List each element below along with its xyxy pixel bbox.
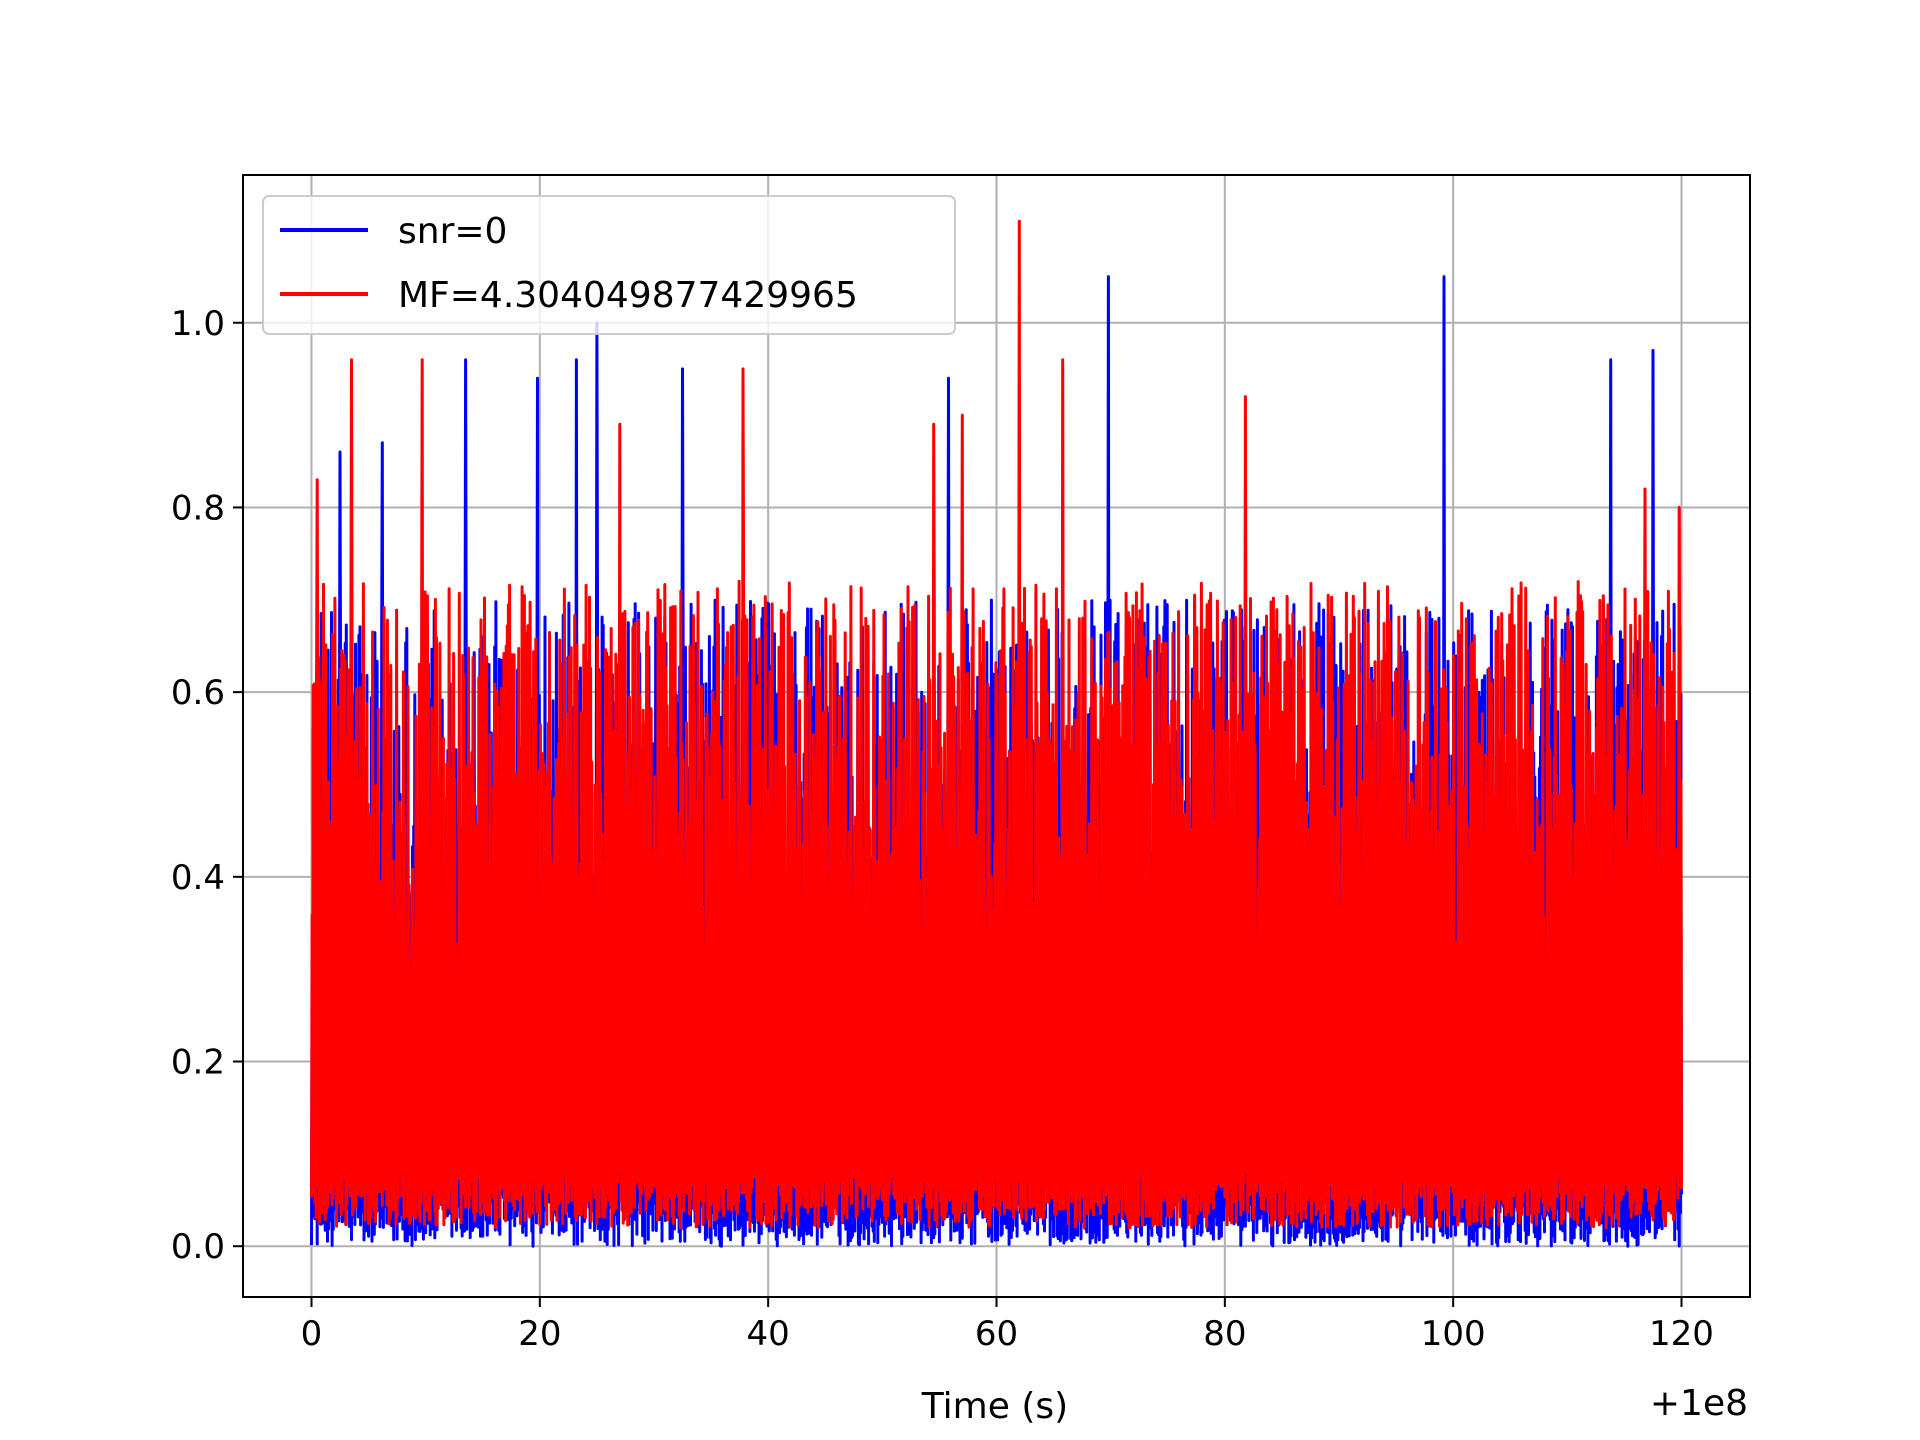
- y-tick-label: 1.0: [171, 304, 225, 344]
- x-tick-label: 120: [1649, 1314, 1714, 1354]
- x-tick-label: 40: [747, 1314, 790, 1354]
- series-line-1: [310, 219, 1683, 1230]
- y-tick-label: 0.4: [171, 858, 225, 898]
- y-tick-label: 0.2: [171, 1043, 225, 1083]
- y-axis: 0.0 0.2 0.4 0.6 0.8 1.0: [171, 304, 243, 1267]
- x-tick-label: 80: [1203, 1314, 1246, 1354]
- legend-label-mf: MF=4.304049877429965: [398, 275, 858, 316]
- legend: snr=0 MF=4.304049877429965: [262, 195, 956, 335]
- legend-box: [262, 195, 956, 335]
- y-tick-label: 0.0: [171, 1227, 225, 1267]
- y-tick-label: 0.6: [171, 673, 225, 713]
- x-tick-label: 60: [975, 1314, 1018, 1354]
- x-axis-label: Time (s): [921, 1386, 1068, 1427]
- x-axis: 0 20 40 60 80 100 120: [301, 1297, 1714, 1354]
- series-layer: [310, 219, 1683, 1248]
- x-tick-label: 20: [518, 1314, 561, 1354]
- y-tick-label: 0.8: [171, 488, 225, 528]
- legend-label-snr: snr=0: [398, 211, 507, 252]
- x-tick-label: 0: [301, 1314, 323, 1354]
- x-tick-label: 100: [1421, 1314, 1486, 1354]
- x-offset-label: +1e8: [1650, 1383, 1748, 1424]
